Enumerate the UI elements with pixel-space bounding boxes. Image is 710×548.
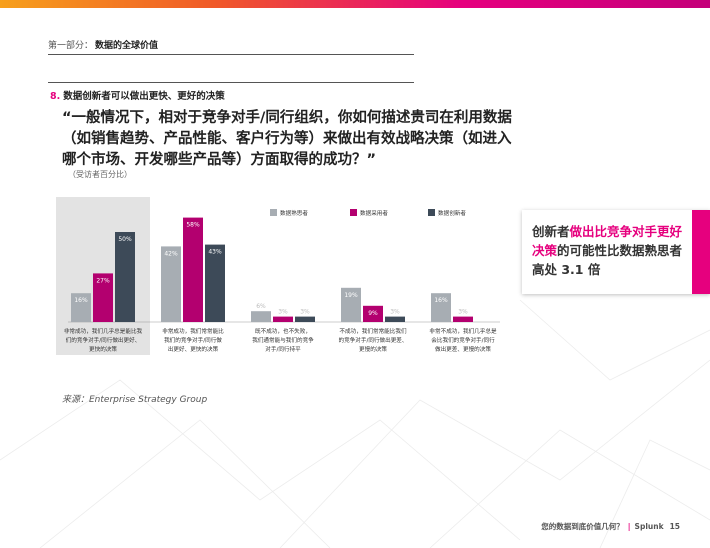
value-label-0-0: 16%: [74, 297, 88, 304]
bar-1-0: [161, 246, 181, 322]
category-label-4-2: 做出更差、更慢的决策: [435, 345, 491, 353]
category-label-1-2: 出更好、更快的决策: [168, 345, 219, 353]
category-label-2-0: 既不成功，也不失败，: [255, 327, 311, 335]
value-label-1-1: 58%: [186, 222, 200, 229]
value-label-2-1: 3%: [278, 309, 288, 316]
callout-part1: 创新者: [532, 224, 570, 239]
section-title: 数据的全球价值: [95, 41, 159, 51]
value-label-0-2: 50%: [118, 236, 132, 243]
callout-text: 创新者做出比竞争对手更好决策的可能性比数据熟思者高处 3.1 倍: [532, 222, 692, 279]
bar-0-0: [71, 293, 91, 322]
value-label-3-2: 3%: [390, 309, 400, 316]
value-label-1-2: 43%: [208, 249, 222, 256]
category-label-4-0: 非常不成功，我们几乎总是: [429, 327, 497, 335]
question-title: 数据创新者可以做出更快、更好的决策: [63, 91, 225, 102]
category-label-0-0: 非常成功，我们几乎总是能比我: [64, 327, 143, 335]
category-label-0-1: 们的竞争对手/同行做出更好、: [66, 336, 141, 344]
legend-swatch-0: [270, 209, 277, 216]
bar-3-0: [341, 287, 361, 322]
category-label-3-1: 的竞争对手/同行做出更差、: [338, 336, 407, 344]
footer-title: 您的数据到底价值几何？: [541, 522, 624, 531]
value-label-2-2: 3%: [300, 309, 310, 316]
page-footer: 您的数据到底价值几何？ | Splunk 15: [541, 521, 680, 532]
legend-label-0: 数据熟思者: [280, 209, 308, 217]
value-label-1-0: 42%: [164, 250, 178, 257]
callout-highlight: 做出比竞争对手更好决策: [532, 224, 683, 258]
divider-question: [48, 82, 414, 83]
value-label-2-0: 6%: [256, 303, 266, 310]
category-label-2-1: 我们通常能与我们的竞争: [252, 336, 314, 344]
bar-2-0: [251, 311, 271, 322]
value-label-3-1: 9%: [368, 310, 378, 317]
respondent-note: （受访者百分比）: [68, 170, 132, 179]
legend-label-2: 数据创新者: [438, 209, 466, 217]
category-label-1-1: 我们的竞争对手/同行做: [164, 336, 222, 344]
bar-2-2: [295, 316, 315, 322]
callout-box: 创新者做出比竞争对手更好决策的可能性比数据熟思者高处 3.1 倍: [522, 210, 710, 294]
value-label-0-1: 27%: [96, 277, 110, 284]
question-heading: 8. 数据创新者可以做出更快、更好的决策: [50, 88, 225, 102]
callout-part3: 的可能性比数据熟思者高处 3.1 倍: [532, 243, 683, 277]
legend-swatch-1: [350, 209, 357, 216]
bar-1-2: [205, 244, 225, 322]
page-number: 15: [669, 522, 680, 531]
value-label-3-0: 19%: [344, 292, 358, 299]
value-label-4-0: 16%: [434, 297, 448, 304]
category-label-0-2: 更快的决策: [89, 345, 117, 353]
bar-0-2: [115, 232, 135, 322]
category-label-2-2: 对手/同行持平: [265, 345, 301, 353]
legend-swatch-2: [428, 209, 435, 216]
category-label-4-1: 会比我们的竞争对手/同行: [431, 336, 495, 344]
bar-3-2: [385, 316, 405, 322]
category-label-3-0: 不成功，我们常常能比我们: [339, 327, 407, 335]
callout-accent-bar: [692, 210, 710, 294]
divider-top: [48, 54, 414, 55]
category-label-1-0: 非常成功，我们常常能比: [162, 327, 224, 335]
legend-label-1: 数据采用者: [360, 209, 388, 217]
survey-question: “一般情况下，相对于竞争对手/同行组织，你如何描述贵司在利用数据（如销售趋势、产…: [62, 110, 512, 168]
section-header: 第一部分： 数据的全球价值: [48, 38, 158, 51]
source-note: 来源：Enterprise Strategy Group: [62, 395, 208, 405]
bar-4-1: [453, 316, 473, 322]
question-number: 8.: [50, 91, 61, 102]
value-label-4-1: 3%: [458, 309, 468, 316]
footer-separator: |: [627, 522, 631, 531]
bar-3-1: [363, 305, 383, 322]
section-label: 第一部分：: [48, 41, 94, 51]
top-gradient-bar: [0, 0, 710, 8]
bar-0-1: [93, 273, 113, 322]
footer-brand: Splunk: [634, 522, 664, 531]
category-label-3-2: 更慢的决策: [359, 345, 387, 353]
bar-2-1: [273, 316, 293, 322]
bar-4-0: [431, 293, 451, 322]
bar-1-1: [183, 217, 203, 322]
